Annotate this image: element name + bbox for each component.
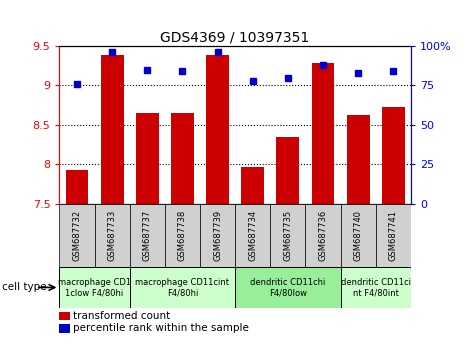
Bar	[136, 113, 159, 204]
Text: GSM687733: GSM687733	[108, 210, 116, 261]
Text: GSM687734: GSM687734	[248, 210, 257, 261]
Text: GSM687740: GSM687740	[354, 210, 362, 261]
Bar	[235, 267, 341, 308]
Bar	[165, 204, 200, 267]
Title: GDS4369 / 10397351: GDS4369 / 10397351	[161, 31, 310, 45]
Text: transformed count: transformed count	[73, 311, 170, 321]
Text: macrophage CD1
1clow F4/80hi: macrophage CD1 1clow F4/80hi	[58, 278, 131, 297]
Text: GSM687738: GSM687738	[178, 210, 187, 261]
Text: cell type: cell type	[2, 282, 47, 292]
Bar	[382, 107, 405, 204]
Bar	[130, 267, 235, 308]
Bar	[200, 204, 235, 267]
Text: GSM687741: GSM687741	[389, 210, 398, 261]
Bar	[376, 204, 411, 267]
Bar	[347, 115, 370, 204]
Bar	[341, 267, 411, 308]
Bar	[95, 204, 130, 267]
Bar	[59, 204, 95, 267]
Bar	[276, 137, 299, 204]
Text: GSM687737: GSM687737	[143, 210, 152, 261]
Bar	[270, 204, 305, 267]
Text: percentile rank within the sample: percentile rank within the sample	[73, 323, 248, 333]
Bar	[341, 204, 376, 267]
Bar	[59, 267, 130, 308]
Bar	[305, 204, 341, 267]
Bar	[66, 171, 88, 204]
Text: GSM687739: GSM687739	[213, 210, 222, 261]
Text: dendritic CD11ci
nt F4/80int: dendritic CD11ci nt F4/80int	[341, 278, 411, 297]
Bar	[130, 204, 165, 267]
Text: GSM687732: GSM687732	[73, 210, 81, 261]
Bar	[206, 56, 229, 204]
Bar	[171, 113, 194, 204]
Bar	[312, 63, 334, 204]
Text: GSM687736: GSM687736	[319, 210, 327, 261]
Text: macrophage CD11cint
F4/80hi: macrophage CD11cint F4/80hi	[135, 278, 229, 297]
Bar	[235, 204, 270, 267]
Text: GSM687735: GSM687735	[284, 210, 292, 261]
Bar	[101, 56, 124, 204]
Text: dendritic CD11chi
F4/80low: dendritic CD11chi F4/80low	[250, 278, 325, 297]
Bar	[241, 166, 264, 204]
